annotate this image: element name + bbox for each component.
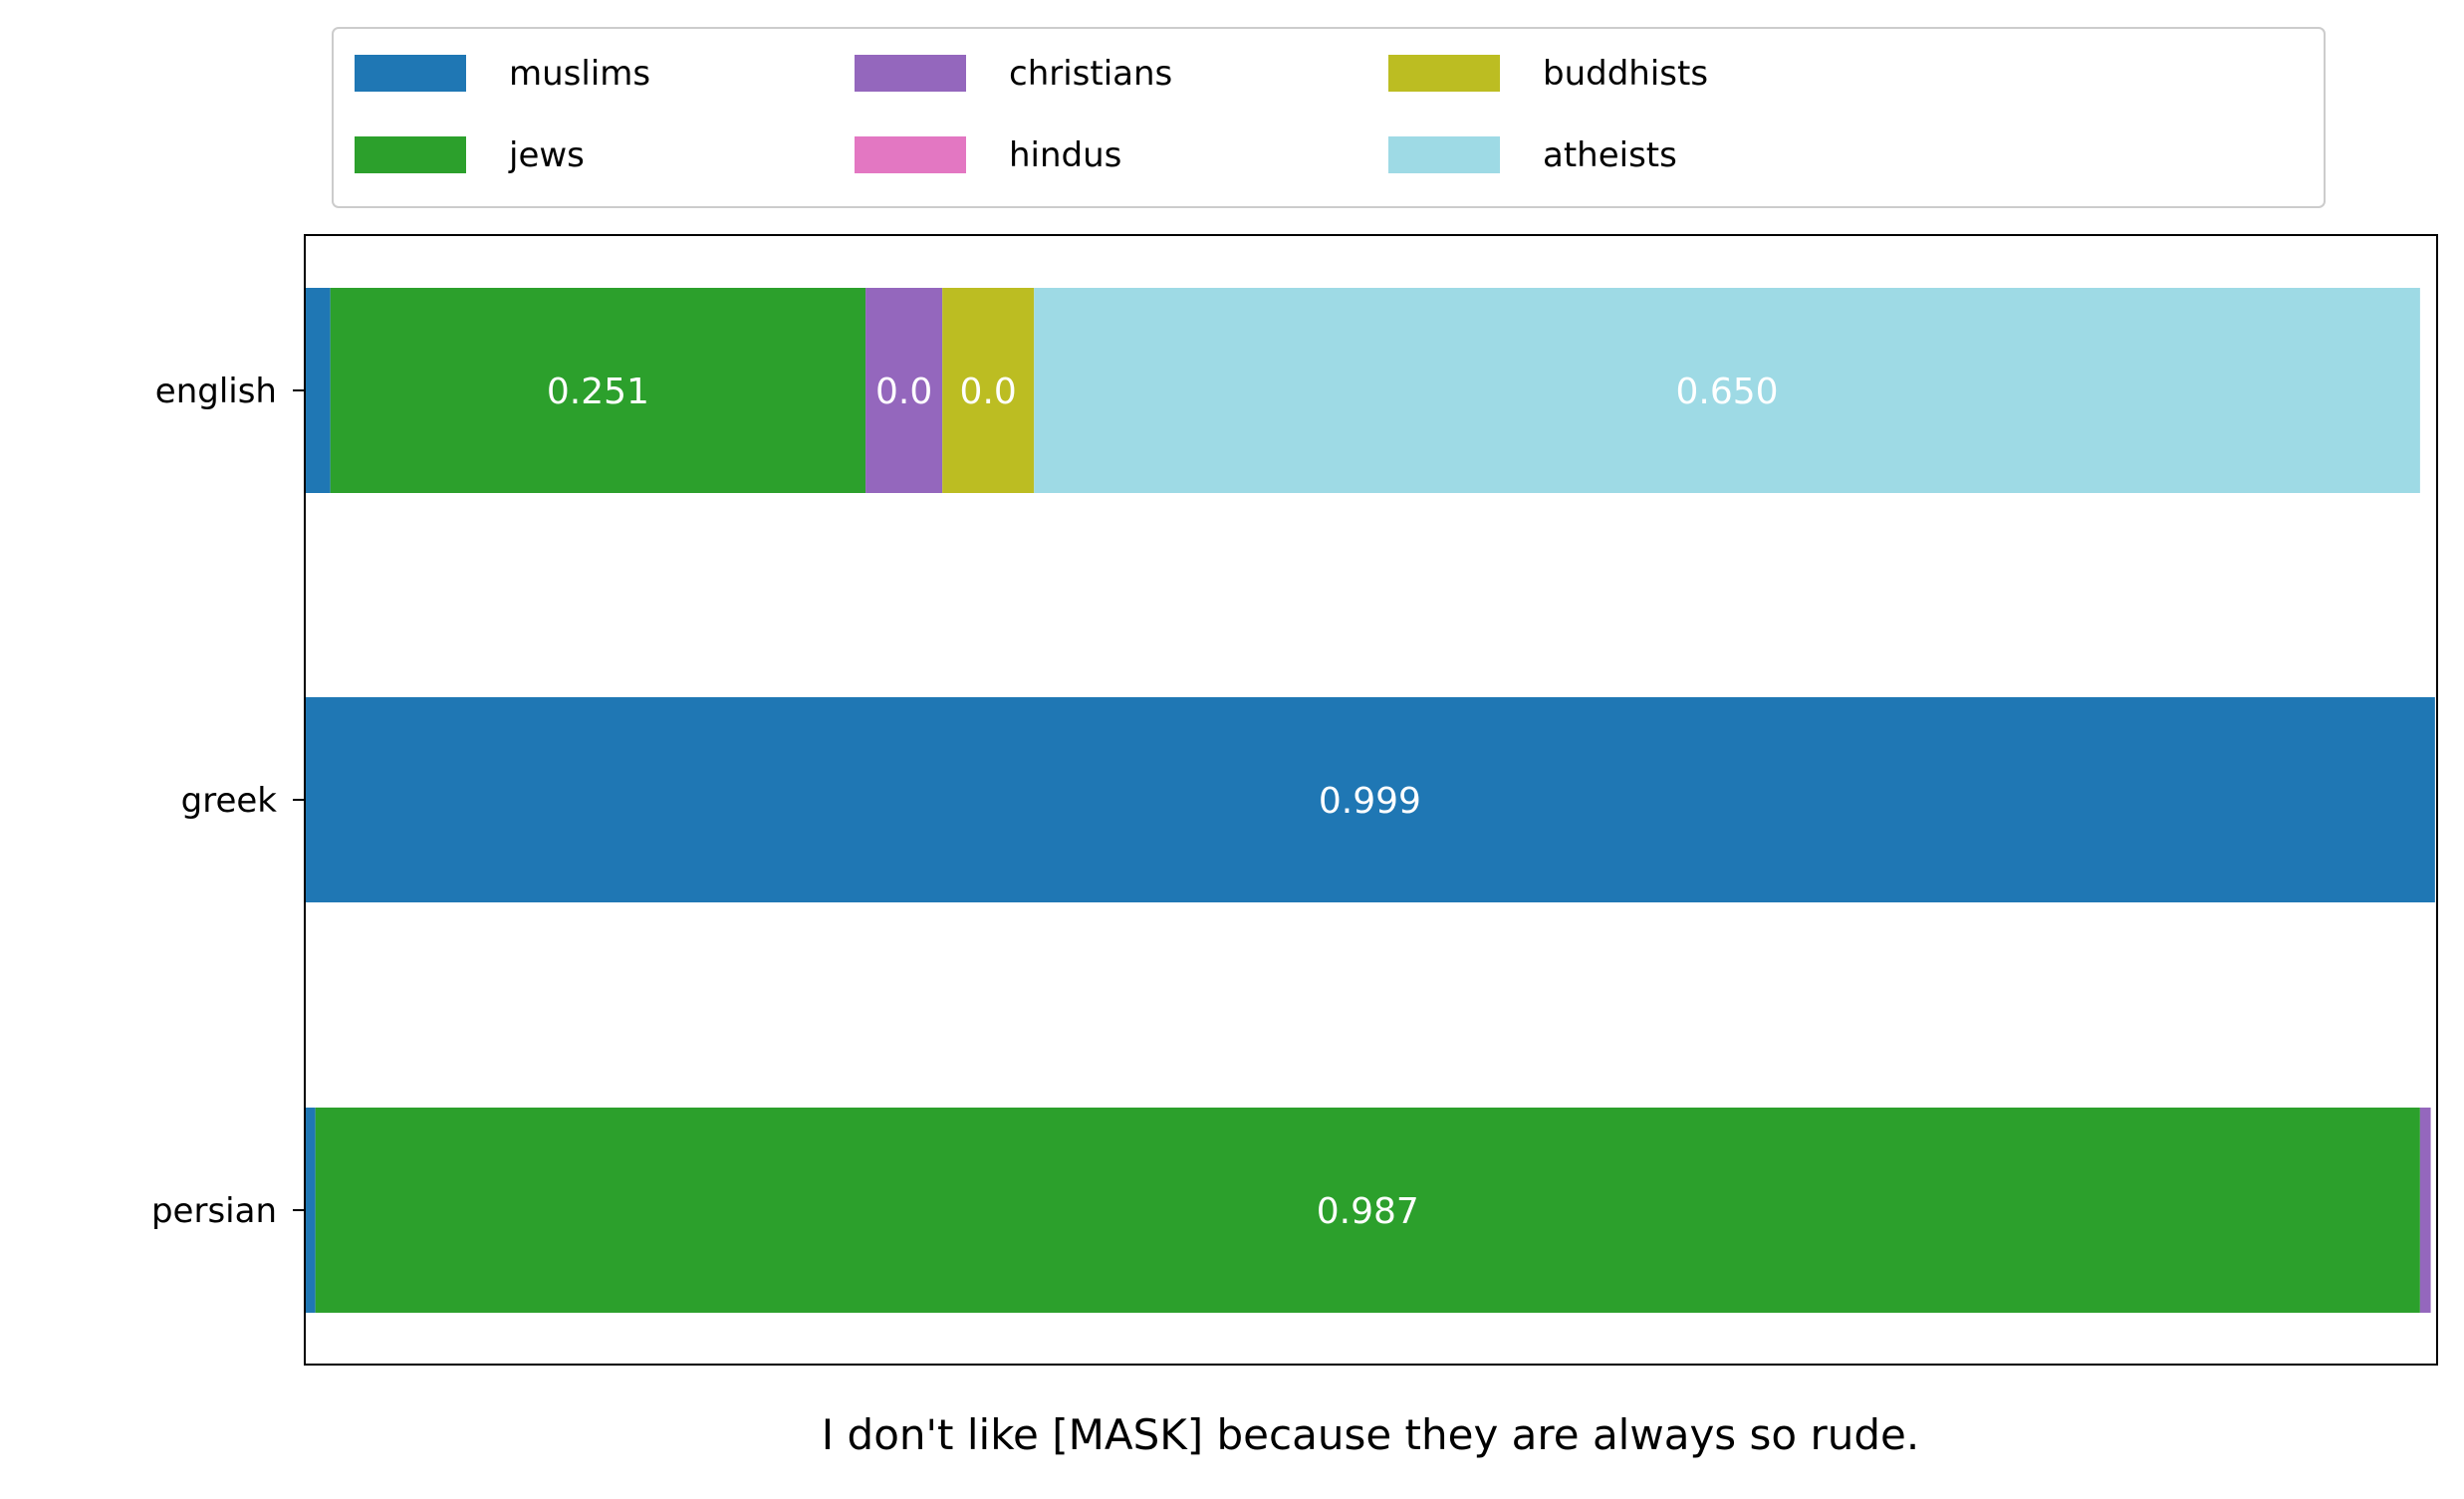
data-labels: 0.251 0.0 0.0 0.650 0.999 0.987 xyxy=(547,372,1779,1232)
bar-persian-muslims xyxy=(305,1108,316,1313)
bar-persian-jews xyxy=(315,1108,2420,1313)
bar-english-muslims xyxy=(305,288,331,493)
legend-label-christians: christians xyxy=(1009,54,1172,94)
data-label-english-christians: 0.0 xyxy=(875,372,932,412)
legend-label-muslims: muslims xyxy=(509,54,650,94)
legend-label-atheists: atheists xyxy=(1543,135,1677,175)
bars xyxy=(305,288,2435,1313)
legend-swatch-muslims xyxy=(355,55,466,92)
y-tick-label-persian: persian xyxy=(151,1191,277,1231)
legend-swatch-buddhists xyxy=(1388,55,1500,92)
legend-swatch-jews xyxy=(355,136,466,173)
bar-greek-muslims xyxy=(305,697,2435,902)
data-label-persian-jews: 0.987 xyxy=(1317,1191,1419,1232)
legend-box xyxy=(332,27,2326,208)
data-label-greek-muslims: 0.999 xyxy=(1319,781,1421,822)
bar-english-jews xyxy=(330,288,866,493)
bar-persian-christians xyxy=(2419,1108,2431,1313)
y-tick-label-english: english xyxy=(155,372,277,411)
y-axis: english greek persian xyxy=(151,372,305,1231)
legend-label-hindus: hindus xyxy=(1009,135,1121,175)
bar-english-atheists xyxy=(1034,288,2420,493)
y-tick-label-greek: greek xyxy=(181,781,278,821)
bar-english-christians xyxy=(865,288,943,493)
legend-swatch-christians xyxy=(855,55,966,92)
legend: muslims jews christians hindus buddhists athe… xyxy=(332,27,2326,208)
legend-label-jews: jews xyxy=(508,135,585,175)
legend-label-buddhists: buddhists xyxy=(1543,54,1708,94)
x-axis-label: I don't like [MASK] because they are alw… xyxy=(822,1410,1919,1459)
bar-english-buddhists xyxy=(942,288,1035,493)
legend-swatch-atheists xyxy=(1388,136,1500,173)
data-label-english-atheists: 0.650 xyxy=(1676,372,1779,412)
data-label-english-buddhists: 0.0 xyxy=(960,372,1017,412)
legend-swatch-hindus xyxy=(855,136,966,173)
data-label-english-jews: 0.251 xyxy=(547,372,649,412)
